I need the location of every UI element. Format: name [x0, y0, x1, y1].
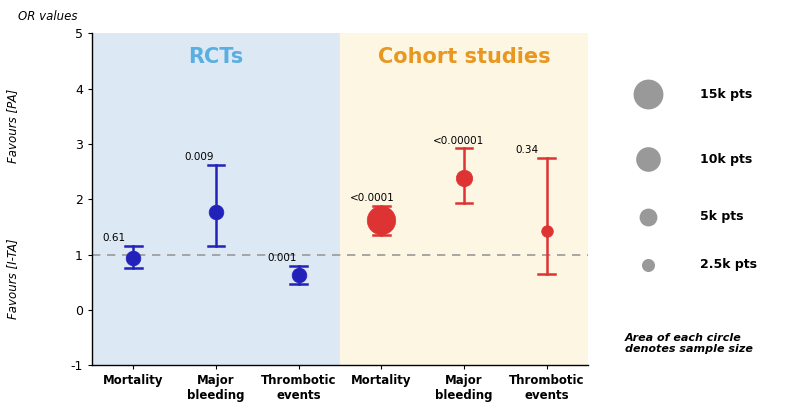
- Point: [540, 228, 553, 234]
- Point: [292, 272, 305, 278]
- Text: 5k pts: 5k pts: [701, 210, 744, 223]
- Point: [642, 261, 654, 268]
- Text: 0.61: 0.61: [102, 234, 125, 244]
- Text: OR values: OR values: [18, 10, 77, 23]
- Text: <0.00001: <0.00001: [433, 136, 484, 146]
- Point: [458, 175, 470, 181]
- Point: [642, 91, 654, 98]
- Text: RCTs: RCTs: [188, 47, 244, 67]
- Point: [642, 214, 654, 220]
- Point: [210, 209, 222, 216]
- Text: 0.34: 0.34: [515, 145, 538, 155]
- Text: 0.001: 0.001: [267, 253, 297, 263]
- Text: 10k pts: 10k pts: [701, 153, 753, 166]
- Text: 2.5k pts: 2.5k pts: [701, 258, 758, 271]
- Point: [642, 156, 654, 162]
- Bar: [92, 33, 340, 365]
- Text: 0.009: 0.009: [185, 152, 214, 162]
- Text: Favours [PA]: Favours [PA]: [6, 89, 19, 163]
- Text: Cohort studies: Cohort studies: [378, 47, 550, 67]
- Text: <0.0001: <0.0001: [350, 193, 394, 203]
- Text: Favours [I-TA]: Favours [I-TA]: [6, 239, 19, 319]
- Text: 15k pts: 15k pts: [701, 88, 753, 101]
- Text: Area of each circle
denotes sample size: Area of each circle denotes sample size: [625, 333, 753, 354]
- Point: [375, 217, 388, 224]
- Bar: [340, 33, 588, 365]
- Point: [127, 255, 140, 262]
